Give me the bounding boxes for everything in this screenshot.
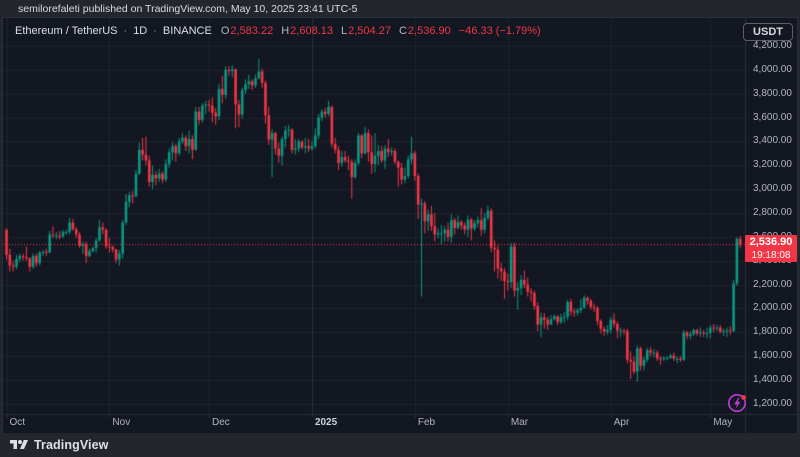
bar-countdown: 19:18:08 — [751, 250, 791, 261]
price-axis-label: 3,200.00 — [753, 159, 792, 171]
price-axis-label: 1,600.00 — [753, 350, 792, 362]
time-axis-label: Apr — [613, 417, 630, 428]
last-price-value: 2,536.90 — [749, 236, 793, 248]
currency-toggle-button[interactable]: USDT — [743, 23, 793, 41]
ohlc-values: O2,583.22 H2,608.13 L2,504.27 C2,536.90 … — [221, 25, 541, 37]
interval-label: 1D — [133, 25, 148, 37]
boost-button[interactable] — [726, 391, 750, 415]
lightning-icon — [728, 394, 746, 412]
time-axis-label: Dec — [212, 417, 230, 428]
price-axis-label: 4,000.00 — [753, 63, 792, 75]
tradingview-logo-icon[interactable] — [10, 438, 28, 452]
price-axis-label: 1,200.00 — [753, 397, 792, 409]
chart-pane: Ethereum / TetherUS · 1D · BINANCE O2,58… — [3, 18, 797, 433]
change-value: −46.33 (−1.79%) — [458, 25, 541, 37]
exchange-label: BINANCE — [162, 25, 212, 37]
candlestick-chart-canvas[interactable] — [3, 18, 797, 433]
footer-bar: TradingView — [0, 433, 800, 457]
price-axis-label: 3,000.00 — [753, 183, 792, 195]
close-value: C2,536.90 — [398, 25, 451, 37]
time-axis-label: Feb — [417, 417, 436, 428]
legend-separator: · — [153, 25, 157, 37]
symbol-legend[interactable]: Ethereum / TetherUS · 1D · BINANCE O2,58… — [15, 25, 541, 37]
last-price-badge: 2,536.90 19:18:08 — [745, 235, 797, 262]
price-axis-label: 4,200.00 — [753, 40, 792, 51]
price-axis-label: 2,200.00 — [753, 278, 792, 290]
tradingview-brand-text[interactable]: TradingView — [34, 438, 109, 452]
time-axis-label: Mar — [510, 417, 529, 428]
price-axis-label: 3,800.00 — [753, 87, 792, 99]
time-axis-label: 2025 — [314, 417, 338, 428]
price-axis-label: 1,400.00 — [753, 374, 792, 386]
time-axis-label: Nov — [112, 417, 131, 428]
low-value: L2,504.27 — [341, 25, 391, 37]
attribution-bar: semilorefaleti published on TradingView.… — [0, 0, 800, 18]
price-axis-label: 3,600.00 — [753, 111, 792, 123]
symbol-title: Ethereum / TetherUS — [15, 25, 118, 37]
price-axis-label: 2,000.00 — [753, 302, 792, 314]
price-axis-label: 3,400.00 — [753, 135, 792, 147]
legend-separator: · — [123, 25, 128, 37]
open-value: O2,583.22 — [220, 25, 274, 37]
price-axis-label: 2,800.00 — [753, 207, 792, 219]
time-axis-label: May — [713, 417, 733, 428]
notification-dot — [741, 395, 746, 400]
time-axis-label: Oct — [9, 417, 26, 428]
attribution-text: semilorefaleti published on TradingView.… — [18, 3, 358, 15]
high-value: H2,608.13 — [281, 25, 333, 37]
price-axis-label: 1,800.00 — [753, 326, 792, 338]
